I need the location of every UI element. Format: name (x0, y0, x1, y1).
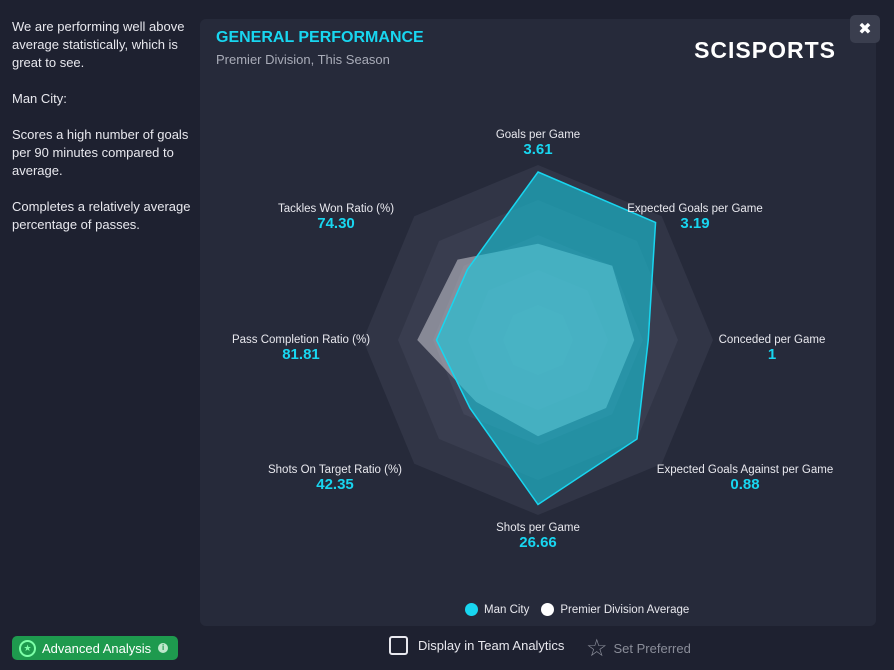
axis-value: 0.88 (730, 476, 760, 493)
star-icon: ☆ (586, 635, 608, 662)
display-in-team-analytics-checkbox[interactable]: Display in Team Analytics (389, 636, 564, 655)
axis-value: 1 (767, 346, 777, 363)
axis-value: 81.81 (282, 346, 320, 363)
axis-label: Pass Completion Ratio (%) 81.81 (232, 334, 370, 363)
general-performance-panel: GENERAL PERFORMANCE Premier Division, Th… (200, 19, 876, 626)
scisports-logo: SCISPORTS (694, 37, 836, 63)
summary-p3: Scores a high number of goals per 90 min… (12, 127, 189, 178)
summary-text: We are performing well above average sta… (12, 18, 192, 252)
star-badge-icon: ★ (19, 639, 36, 657)
summary-p4: Completes a relatively average percentag… (12, 199, 191, 232)
radar-chart (363, 165, 713, 515)
axis-name: Pass Completion Ratio (%) (231, 334, 371, 346)
set-preferred-button[interactable]: ☆ Set Preferred (586, 634, 691, 663)
legend: Man City Premier Division Average (465, 603, 689, 616)
legend-dot-average (541, 603, 555, 616)
axis-label: Goals per Game 3.61 (496, 129, 580, 158)
close-button[interactable]: ✖ (850, 15, 880, 43)
axis-name: Tackles Won Ratio (%) (277, 203, 395, 215)
display-label: Display in Team Analytics (418, 638, 565, 653)
legend-team: Man City (484, 603, 530, 616)
info-icon[interactable]: i (158, 643, 169, 653)
axis-name: Goals per Game (495, 129, 581, 141)
legend-dot-team (465, 603, 478, 616)
legend-average: Premier Division Average (560, 603, 690, 616)
axis-value: 3.19 (680, 215, 710, 232)
axis-label: Shots On Target Ratio (%) 42.35 (268, 464, 402, 493)
axis-name: Shots per Game (496, 522, 580, 534)
axis-name: Shots On Target Ratio (%) (267, 464, 403, 476)
axis-value: 3.61 (523, 141, 553, 158)
axis-value: 42.35 (316, 476, 354, 493)
axis-label: Expected Goals per Game 3.19 (627, 203, 763, 232)
advanced-analysis-label: Advanced Analysis (42, 640, 152, 656)
series-man-city-area (435, 171, 657, 506)
panel-subtitle: Premier Division, This Season (216, 52, 390, 67)
summary-p2: Man City: (12, 91, 67, 106)
advanced-analysis-button[interactable]: ★ Advanced Analysis i (12, 636, 178, 660)
set-preferred-label: Set Preferred (613, 641, 691, 656)
axis-value: 26.66 (519, 534, 557, 551)
axis-name: Expected Goals Against per Game (656, 464, 834, 476)
axis-label: Conceded per Game 1 (719, 334, 826, 363)
axis-name: Expected Goals per Game (627, 203, 763, 215)
axis-label: Shots per Game 26.66 (496, 522, 580, 551)
axis-label: Tackles Won Ratio (%) 74.30 (278, 203, 394, 232)
axis-name: Conceded per Game (718, 334, 826, 346)
checkbox-icon[interactable] (389, 636, 408, 655)
axis-value: 74.30 (317, 215, 355, 232)
close-icon: ✖ (858, 21, 872, 38)
panel-title: GENERAL PERFORMANCE (216, 29, 424, 46)
axis-label: Expected Goals Against per Game 0.88 (657, 464, 833, 493)
summary-p1: We are performing well above average sta… (12, 19, 185, 70)
